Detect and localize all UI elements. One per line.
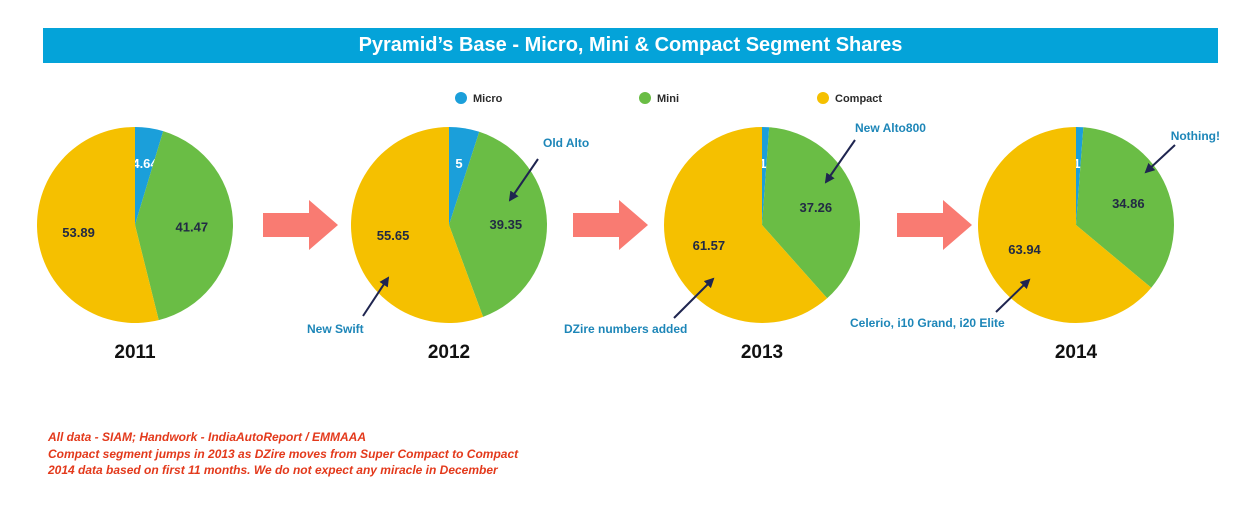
year-label-2013: 2013 (741, 342, 783, 363)
year-label-2012: 2012 (428, 342, 470, 363)
slice-2011-micro (135, 127, 164, 225)
slice-label-2012-compact: 55.65 (377, 228, 410, 243)
annotation-new-swift: New Swift (307, 322, 364, 336)
slice-2012-micro (449, 127, 480, 225)
slice-label-2013-mini: 37.26 (800, 200, 833, 215)
slice-label-2012-mini: 39.35 (490, 217, 523, 232)
transition-arrow-1 (263, 200, 338, 250)
slice-2014-compact (978, 127, 1152, 323)
legend-label-micro: Micro (473, 93, 503, 105)
title-banner: Pyramid’s Base - Micro, Mini & Compact S… (43, 28, 1218, 63)
transition-arrow-2 (573, 200, 648, 250)
legend-swatch-micro (455, 92, 467, 104)
annotation-new-alto800: New Alto800 (855, 121, 926, 135)
footnotes: All data - SIAM; Handwork - IndiaAutoRep… (48, 429, 518, 479)
legend-swatch-mini (639, 92, 651, 104)
slice-2013-micro (762, 127, 770, 225)
slice-label-2011-micro: 4.64 (132, 156, 158, 171)
chart-title: Pyramid’s Base - Micro, Mini & Compact S… (358, 34, 903, 56)
slice-label-2011-mini: 41.47 (176, 219, 209, 234)
annotation-nothing: Nothing! (1171, 129, 1220, 143)
annotation-pointer-dzire-numbers-added (673, 277, 715, 319)
transition-arrow-3 (897, 200, 972, 250)
annotation-celerio-i10-grand-i20-elite: Celerio, i10 Grand, i20 Elite (850, 316, 1005, 330)
slice-2012-mini (449, 131, 547, 317)
footnote-2014: 2014 data based on first 11 months. We d… (48, 463, 498, 477)
slice-label-2013-compact: 61.57 (693, 238, 726, 253)
slice-2013-mini (762, 127, 860, 299)
legend-label-mini: Mini (657, 93, 679, 105)
annotation-pointer-old-alto (508, 158, 539, 202)
annotation-pointer-new-swift (362, 276, 390, 317)
year-label-2011: 2011 (114, 342, 156, 363)
slice-2014-micro (1076, 127, 1084, 225)
slice-2011-mini (135, 131, 233, 321)
legend-swatch-compact (817, 92, 829, 104)
slice-label-2011-compact: 53.89 (62, 225, 95, 240)
slice-label-2012-micro: 5 (455, 156, 462, 171)
annotation-dzire-numbers-added: DZire numbers added (564, 322, 687, 336)
slice-label-2014-mini: 34.86 (1112, 196, 1145, 211)
footnote-source: All data - SIAM; Handwork - IndiaAutoRep… (48, 430, 366, 444)
slice-2013-compact (663, 127, 828, 323)
slice-label-2014-compact: 63.94 (1008, 242, 1041, 257)
slice-2011-compact (36, 126, 159, 323)
annotation-pointer-new-alto800 (824, 139, 856, 184)
footnote-compact: Compact segment jumps in 2013 as DZire m… (48, 446, 519, 461)
year-label-2014: 2014 (1055, 342, 1098, 363)
annotation-pointer-nothing (1144, 144, 1176, 174)
legend-label-compact: Compact (835, 93, 882, 105)
annotation-pointer-celerio-i10-grand-i20-elite (995, 278, 1031, 313)
annotation-old-alto: Old Alto (543, 136, 589, 150)
slice-2012-compact (350, 127, 484, 323)
